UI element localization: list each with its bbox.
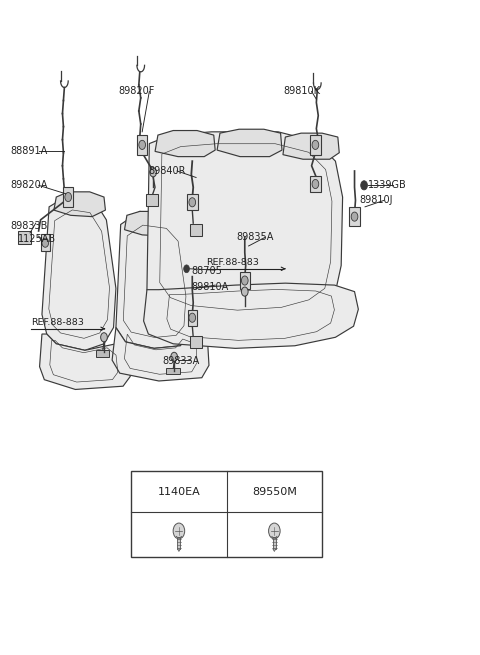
Bar — [188, 310, 197, 326]
Text: 1339GB: 1339GB — [368, 180, 407, 191]
Text: 89840R: 89840R — [148, 166, 186, 176]
Bar — [40, 234, 50, 251]
Text: 89550M: 89550M — [252, 487, 297, 496]
Text: REF.88-883: REF.88-883 — [206, 258, 260, 267]
Polygon shape — [54, 192, 106, 217]
Text: 89820F: 89820F — [118, 86, 155, 96]
Text: 89810A: 89810A — [192, 282, 228, 292]
Circle shape — [312, 140, 319, 149]
Text: 88705: 88705 — [192, 267, 222, 276]
Text: 89833B: 89833B — [10, 221, 48, 231]
Bar — [273, 533, 276, 549]
Polygon shape — [147, 132, 343, 321]
Bar — [18, 231, 31, 244]
Polygon shape — [217, 129, 282, 157]
Polygon shape — [178, 549, 180, 552]
Circle shape — [42, 238, 48, 248]
Bar — [96, 350, 109, 357]
Bar — [310, 176, 321, 192]
Polygon shape — [155, 130, 215, 157]
Text: 89835A: 89835A — [236, 233, 274, 242]
Bar — [240, 272, 250, 289]
Bar — [166, 368, 180, 375]
Polygon shape — [124, 212, 180, 236]
Polygon shape — [273, 549, 276, 552]
Circle shape — [171, 352, 178, 362]
Circle shape — [189, 313, 196, 322]
Bar — [349, 208, 360, 226]
Circle shape — [361, 181, 367, 190]
Bar — [137, 135, 147, 155]
Bar — [190, 224, 202, 236]
Polygon shape — [144, 283, 359, 348]
Circle shape — [241, 287, 248, 296]
Text: 89820A: 89820A — [10, 180, 48, 191]
Polygon shape — [116, 212, 192, 348]
Polygon shape — [112, 328, 209, 381]
Circle shape — [184, 265, 190, 272]
Text: REF.88-883: REF.88-883 — [31, 318, 84, 327]
Circle shape — [351, 212, 358, 221]
Bar — [146, 195, 157, 206]
Text: 89833A: 89833A — [163, 356, 200, 366]
Bar — [131, 471, 322, 557]
Bar — [190, 336, 202, 348]
Text: 1125AB: 1125AB — [18, 234, 56, 244]
Circle shape — [189, 198, 196, 207]
Circle shape — [139, 140, 145, 149]
Polygon shape — [42, 194, 116, 350]
Text: 89810K: 89810K — [283, 86, 320, 96]
Circle shape — [269, 523, 280, 539]
Text: 88891A: 88891A — [10, 147, 47, 157]
Circle shape — [65, 193, 72, 202]
Bar — [310, 135, 321, 155]
Polygon shape — [283, 133, 339, 159]
Circle shape — [312, 179, 319, 189]
Bar — [178, 533, 180, 549]
Bar — [187, 194, 198, 210]
Text: 89810J: 89810J — [360, 195, 393, 205]
Circle shape — [241, 276, 248, 285]
Circle shape — [173, 523, 185, 539]
Circle shape — [101, 333, 108, 342]
Bar — [63, 187, 73, 208]
Polygon shape — [39, 334, 130, 390]
Text: 1140EA: 1140EA — [157, 487, 200, 496]
Circle shape — [150, 168, 156, 177]
